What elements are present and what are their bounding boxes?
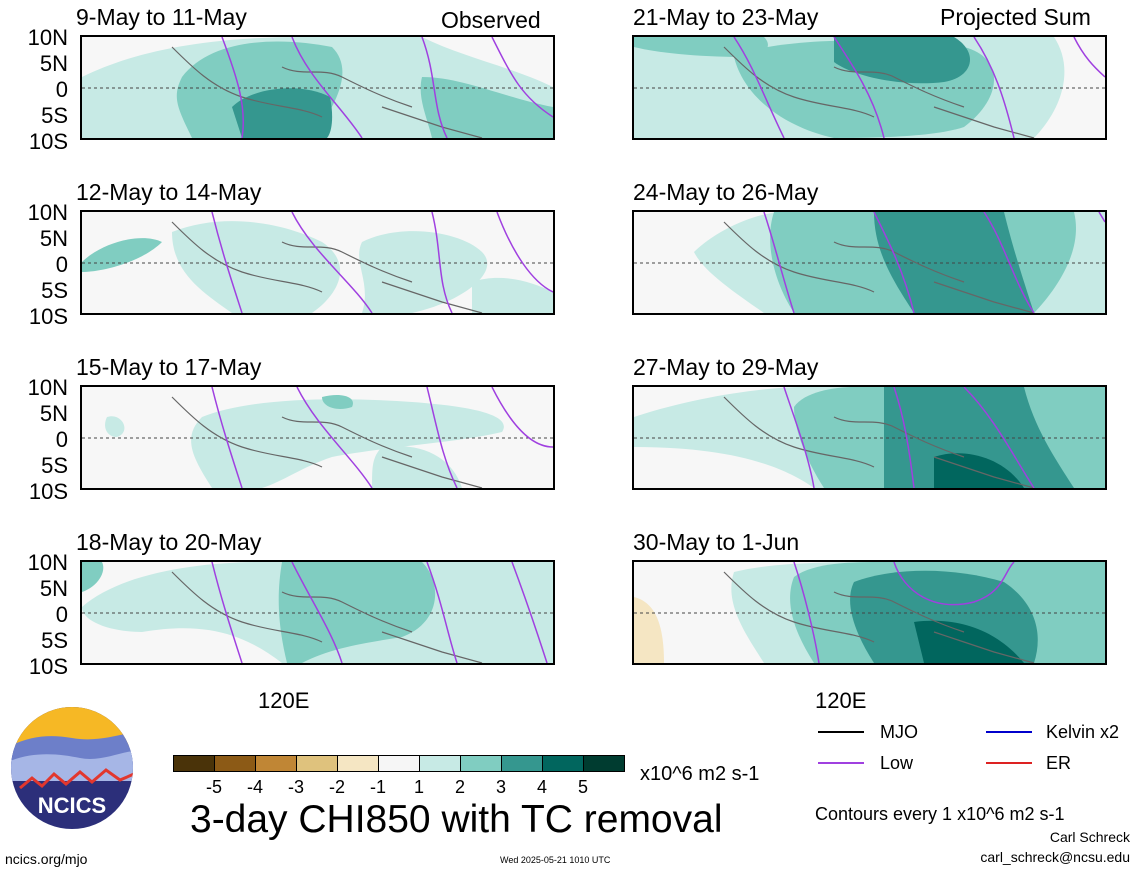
map-field — [82, 212, 553, 313]
colorbar-tick-label: -3 — [287, 777, 304, 797]
lat-label-5n: 5N — [39, 401, 68, 426]
map-panel — [80, 210, 555, 315]
colorbar-swatch — [173, 755, 215, 772]
projected-sum-label: Projected Sum — [940, 4, 1091, 30]
colorbar-swatch — [378, 755, 420, 772]
colorbar-tick-label: -2 — [328, 777, 345, 797]
legend-er-label: ER — [1046, 753, 1072, 773]
colorbar-tick-label: -5 — [205, 777, 222, 797]
panel-title: 30-May to 1-Jun — [633, 529, 800, 555]
lat-label-0: 0 — [55, 77, 68, 102]
lat-label-5n: 5N — [39, 576, 68, 601]
lat-label-5s: 5S — [41, 103, 68, 128]
colorbar-swatch — [255, 755, 297, 772]
lon-label-left: 120E — [258, 688, 310, 713]
map-panel — [632, 35, 1107, 140]
colorbar-tick-label: 2 — [454, 777, 465, 797]
lon-label-right: 120E — [815, 688, 867, 713]
legend-mjo-line — [818, 731, 864, 733]
lat-label-5n: 5N — [39, 226, 68, 251]
colorbar-swatch — [419, 755, 461, 772]
map-field — [634, 562, 1105, 663]
colorbar-tick-label: 1 — [413, 777, 424, 797]
lat-label-5s: 5S — [41, 453, 68, 478]
colorbar-swatch — [460, 755, 502, 772]
lat-label-5s: 5S — [41, 628, 68, 653]
panel-title: 18-May to 20-May — [76, 529, 262, 555]
legend-kelvin-label: Kelvin x2 — [1046, 722, 1120, 742]
lat-label-0: 0 — [55, 427, 68, 452]
logo-text: NCICS — [38, 793, 106, 818]
colorbar-swatch — [214, 755, 256, 772]
lat-label-10n: 10N — [27, 375, 68, 400]
colorbar-units: x10^6 m2 s-1 — [640, 763, 760, 785]
colorbar-swatch — [583, 755, 625, 772]
colorbar-swatch — [501, 755, 543, 772]
map-panel — [80, 35, 555, 140]
panel-title: 12-May to 14-May — [76, 179, 262, 205]
lat-label-0: 0 — [55, 602, 68, 627]
map-panel — [80, 385, 555, 490]
observed-label: Observed — [441, 7, 541, 33]
panel-title: 15-May to 17-May — [76, 354, 262, 380]
map-field — [634, 212, 1105, 313]
lat-label-10s: 10S — [28, 479, 68, 504]
lat-label-0: 0 — [55, 252, 68, 277]
map-field — [82, 37, 553, 138]
map-panel — [632, 385, 1107, 490]
main-title: 3-day CHI850 with TC removal — [190, 798, 723, 841]
lat-label-10s: 10S — [28, 129, 68, 154]
map-field — [634, 387, 1105, 488]
colorbar-tick-label: -1 — [369, 777, 386, 797]
colorbar-tick-label: 4 — [536, 777, 547, 797]
map-panel — [632, 210, 1107, 315]
panel-title: 21-May to 23-May — [633, 4, 819, 30]
ncics-logo: NCICS — [10, 706, 134, 830]
lat-label-10n: 10N — [27, 550, 68, 575]
panel-title: 24-May to 26-May — [633, 179, 819, 205]
timestamp: Wed 2025-05-21 1010 UTC — [500, 855, 611, 865]
lat-label-10n: 10N — [27, 200, 68, 225]
email: carl_schreck@ncsu.edu — [980, 849, 1130, 865]
colorbar-swatch — [542, 755, 584, 772]
legend-mjo-label: MJO — [880, 722, 918, 742]
lat-label-10s: 10S — [28, 304, 68, 329]
colorbar-tick-label: 3 — [495, 777, 506, 797]
legend-low-label: Low — [880, 753, 914, 773]
map-field — [82, 562, 553, 663]
lat-label-5n: 5N — [39, 51, 68, 76]
contour-note: Contours every 1 x10^6 m2 s-1 — [815, 804, 1065, 824]
map-panel — [80, 560, 555, 665]
source-url[interactable]: ncics.org/mjo — [5, 851, 88, 867]
map-field — [82, 387, 553, 488]
legend-low-line — [818, 762, 864, 764]
map-field — [634, 37, 1105, 138]
lat-label-10n: 10N — [27, 25, 68, 50]
lat-label-5s: 5S — [41, 278, 68, 303]
lat-label-10s: 10S — [28, 654, 68, 679]
colorbar-swatch — [337, 755, 379, 772]
colorbar-swatch — [296, 755, 338, 772]
panel-title: 27-May to 29-May — [633, 354, 819, 380]
author: Carl Schreck — [1049, 829, 1130, 845]
colorbar-tick-label: -4 — [246, 777, 263, 797]
panel-title: 9-May to 11-May — [76, 4, 247, 30]
legend-er-line — [986, 762, 1032, 764]
map-panel — [632, 560, 1107, 665]
colorbar-tick-label: 5 — [577, 777, 588, 797]
legend-kelvin-line — [986, 731, 1032, 733]
